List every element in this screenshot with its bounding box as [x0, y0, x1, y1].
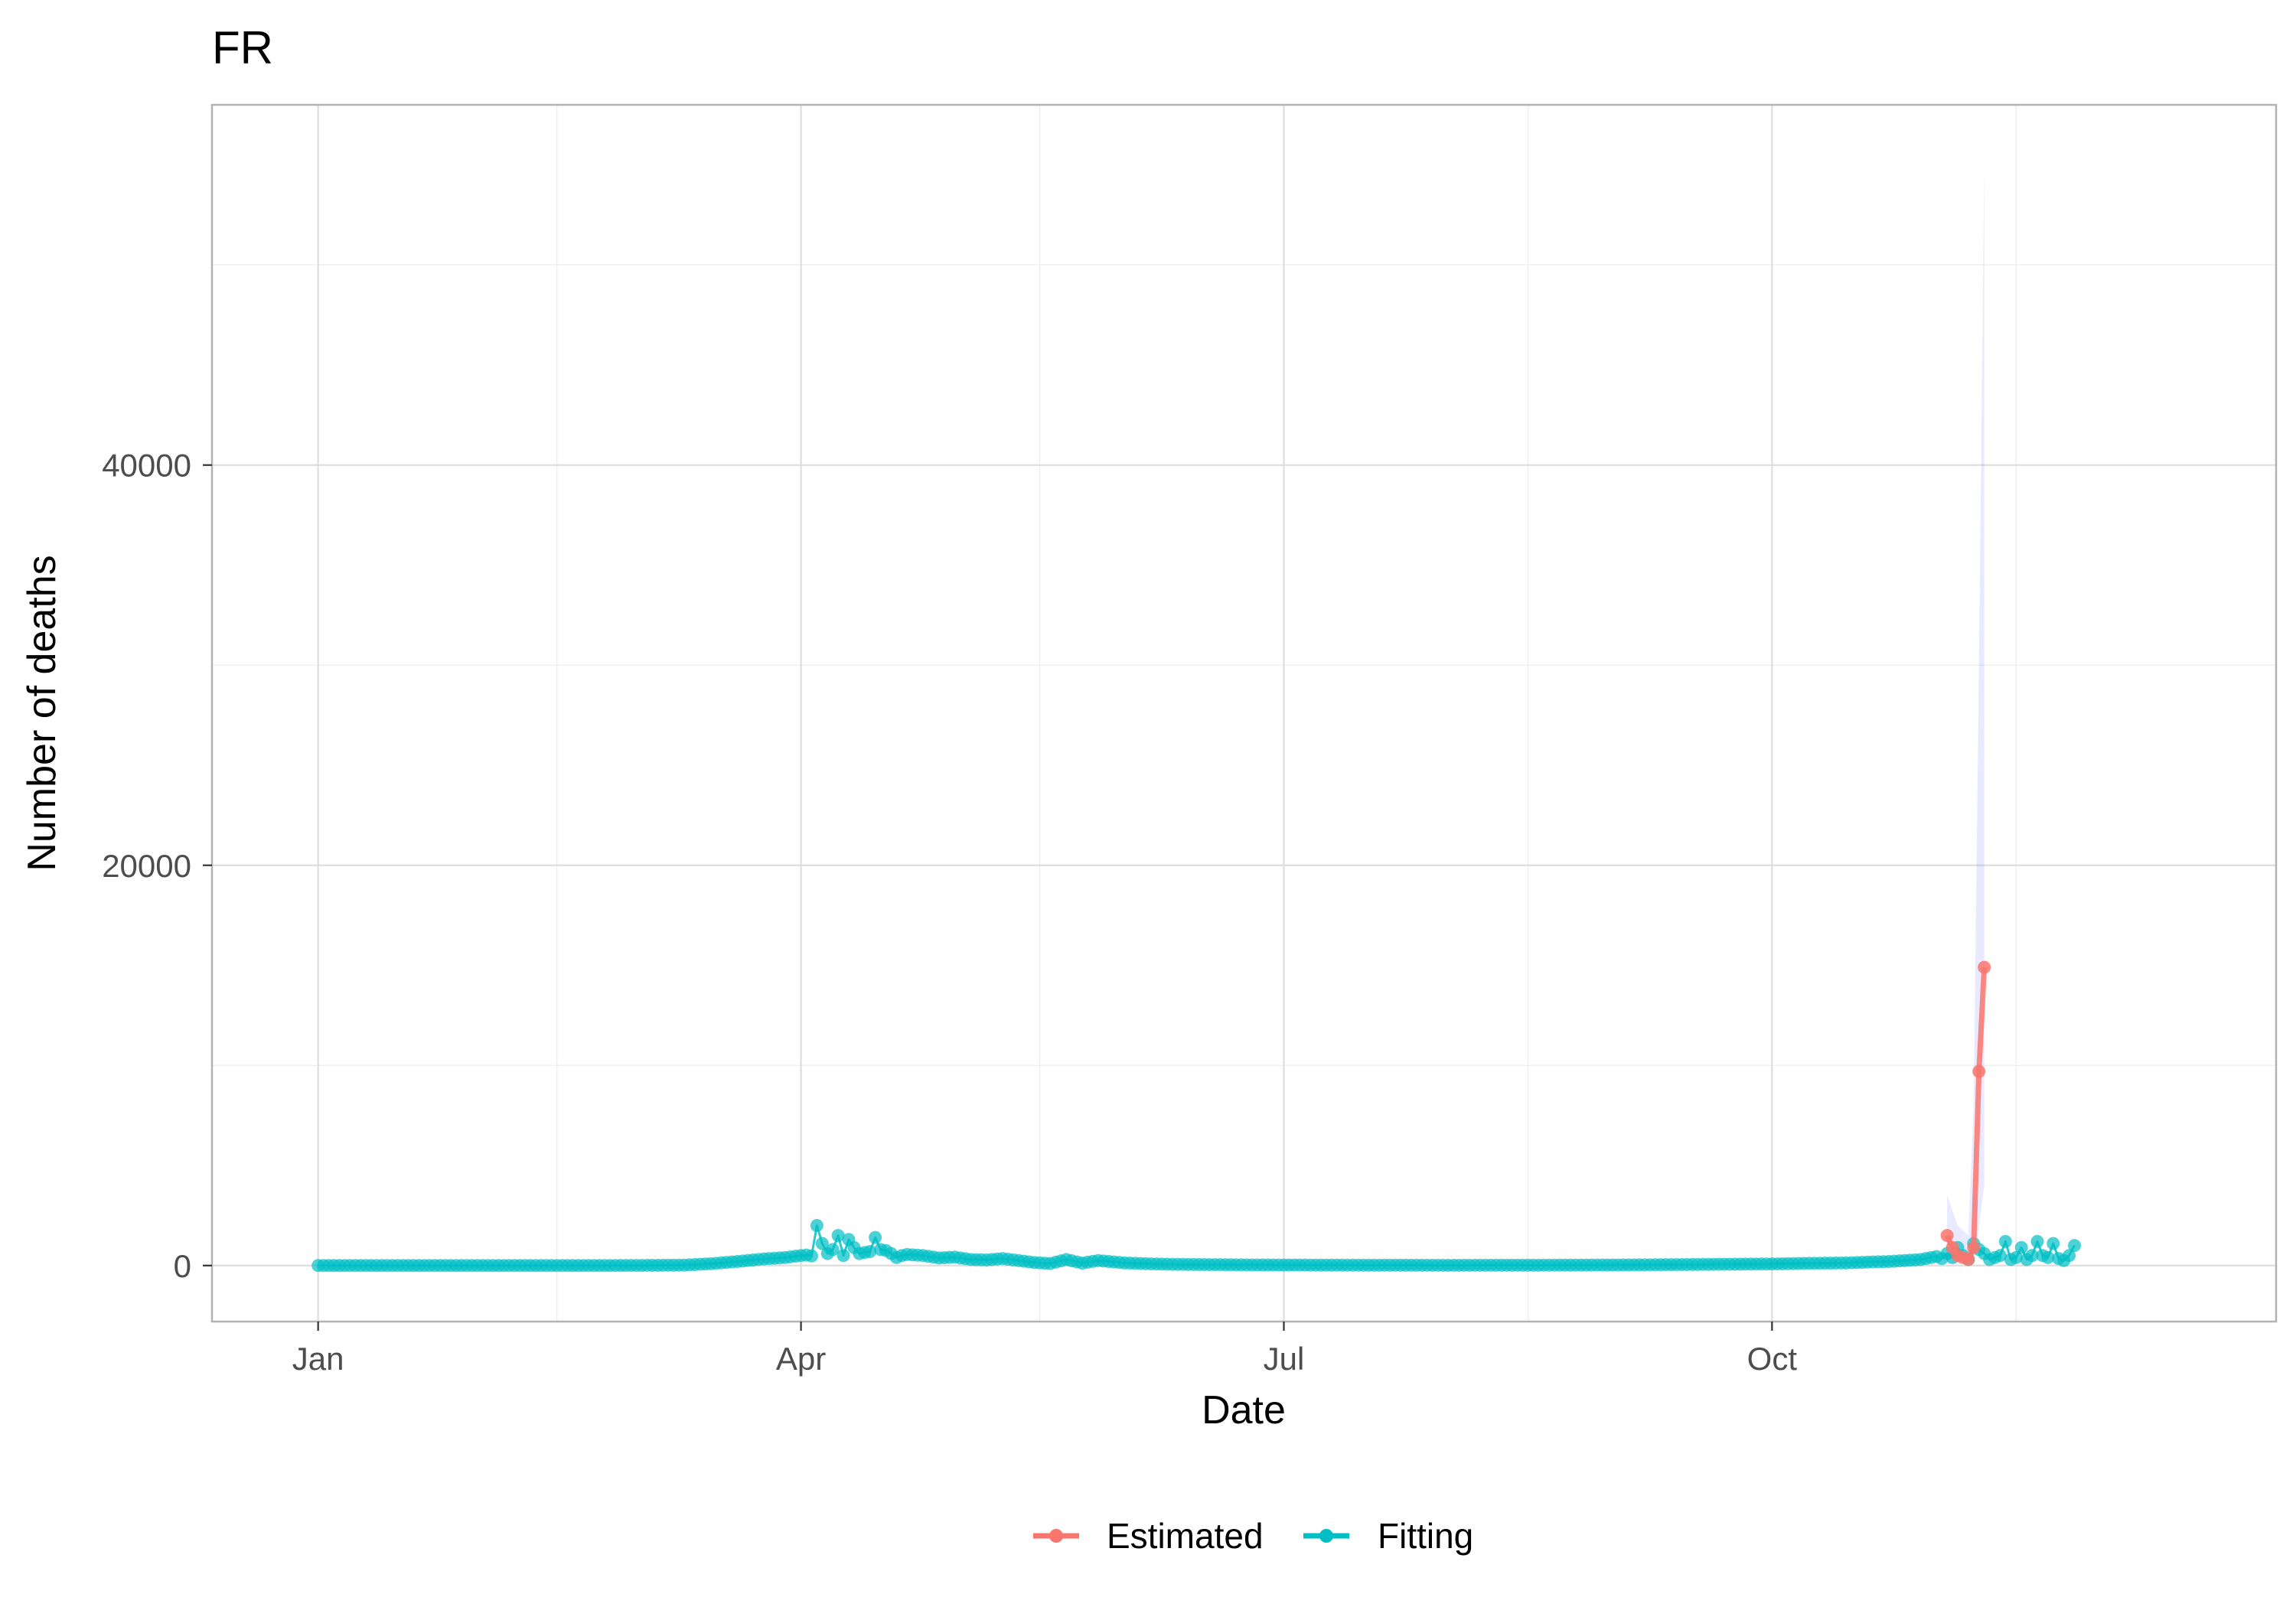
data-point-fitting	[2030, 1234, 2044, 1248]
y-tick-label: 0	[174, 1248, 191, 1284]
legend-label-fitting: Fitting	[1378, 1516, 1473, 1556]
data-point-fitting	[2047, 1237, 2060, 1250]
data-point-estimated	[1978, 960, 1991, 974]
data-point-fitting	[2025, 1249, 2039, 1263]
x-tick-label: Oct	[1747, 1341, 1798, 1377]
data-point-estimated	[1962, 1253, 1975, 1266]
data-point-fitting	[2068, 1239, 2082, 1253]
data-point-fitting	[1993, 1249, 2007, 1263]
x-tick-label: Jul	[1264, 1341, 1305, 1377]
estimate-ribbon-layer	[1947, 165, 1985, 1264]
legend-item-fitting: Fitting	[1303, 1516, 1473, 1556]
y-axis: 0 20000 40000	[102, 448, 212, 1284]
data-point-fitting	[810, 1218, 823, 1232]
data-point-fitting	[2041, 1250, 2055, 1264]
legend-point-estimated	[1049, 1529, 1063, 1543]
grid-minor	[212, 105, 2276, 1322]
x-axis-title: Date	[1202, 1388, 1286, 1433]
data-point-estimated	[1972, 1064, 1986, 1078]
data-point-fitting	[1998, 1234, 2012, 1248]
x-tick-label: Apr	[776, 1341, 826, 1377]
y-tick-label: 20000	[102, 848, 191, 884]
data-point-fitting	[804, 1249, 818, 1263]
plot-panel	[212, 105, 2276, 1322]
data-point-fitting	[2009, 1250, 2023, 1264]
data-point-fitting	[863, 1244, 877, 1258]
data-point-fitting	[2063, 1249, 2076, 1263]
data-point-fitting	[826, 1243, 840, 1257]
estimate-ribbon	[1947, 165, 1985, 1264]
y-tick-label: 40000	[102, 448, 191, 484]
panel-border	[210, 103, 2278, 1323]
chart-title: FR	[212, 22, 273, 73]
data-point-estimated	[1967, 1240, 1981, 1254]
legend-item-estimated: Estimated	[1033, 1516, 1264, 1556]
x-tick-label: Jan	[292, 1341, 344, 1377]
data-point-fitting	[831, 1229, 845, 1243]
data-point-fitting	[869, 1231, 882, 1244]
legend-label-estimated: Estimated	[1107, 1516, 1264, 1556]
data-point-fitting	[815, 1237, 829, 1250]
x-axis: Jan Apr Jul Oct	[292, 1322, 1798, 1377]
series-fitting	[311, 1218, 2082, 1273]
series-layer	[311, 960, 2082, 1273]
legend: Estimated Fitting	[1033, 1516, 1473, 1556]
y-axis-title: Number of deaths	[20, 555, 64, 871]
data-point-estimated	[1940, 1229, 1954, 1243]
data-point-fitting	[837, 1249, 850, 1263]
legend-point-fitting	[1319, 1529, 1333, 1543]
data-point-fitting	[2014, 1240, 2028, 1254]
series-estimated	[1940, 960, 1991, 1266]
